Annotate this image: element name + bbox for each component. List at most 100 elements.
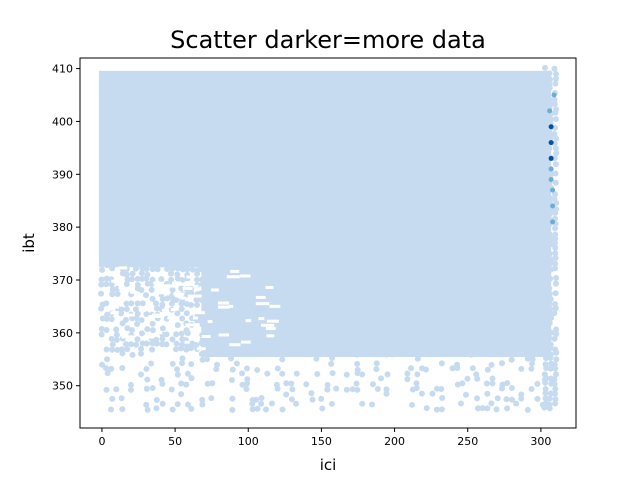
scatter-point (489, 375, 496, 382)
scatter-point (113, 331, 120, 338)
gap-mark (170, 308, 177, 312)
scatter-point (454, 365, 461, 372)
scatter-point (541, 305, 548, 312)
scatter-point (303, 381, 310, 388)
scatter-point (103, 300, 110, 307)
scatter-point (279, 356, 286, 363)
scatter-point (199, 276, 206, 283)
scatter-point (494, 395, 501, 402)
scatter-point (541, 226, 548, 233)
dense-point (548, 140, 554, 146)
scatter-point (137, 350, 144, 357)
scatter-point (138, 330, 145, 337)
scatter-point (199, 356, 206, 363)
scatter-point (404, 376, 411, 383)
scatter-point (199, 261, 206, 268)
gap-mark (255, 295, 266, 299)
scatter-point (438, 406, 445, 413)
scatter-point (552, 170, 559, 177)
gap-mark (265, 285, 274, 289)
x-axis-label: ici (320, 456, 337, 474)
scatter-point (309, 396, 316, 403)
scatter-point (249, 400, 256, 407)
scatter-point (547, 116, 554, 123)
gap-mark (240, 274, 251, 278)
scatter-point (143, 292, 150, 299)
gap-mark (266, 334, 275, 338)
scatter-point (104, 262, 111, 269)
scatter-point (144, 376, 151, 383)
scatter-point (552, 161, 559, 168)
scatter-point (149, 346, 156, 353)
scatter-point (174, 371, 181, 378)
dense-point (550, 187, 556, 193)
scatter-point (159, 380, 166, 387)
scatter-point (551, 335, 558, 342)
scatter-point (254, 366, 261, 373)
scatter-point (541, 64, 548, 71)
scatter-point (468, 351, 475, 358)
scatter-point (143, 311, 150, 318)
scatter-point (553, 199, 560, 206)
scatter-point (143, 261, 150, 268)
gap-mark (258, 317, 265, 321)
scatter-point (353, 380, 360, 387)
scatter-point (98, 276, 105, 283)
scatter-point (118, 395, 125, 402)
scatter-point (479, 405, 486, 412)
scatter-point (179, 315, 186, 322)
scatter-point (163, 260, 170, 267)
scatter-point (194, 270, 201, 277)
scatter-point (542, 341, 549, 348)
scatter-point (504, 405, 511, 412)
scatter-point (109, 341, 116, 348)
scatter-point (551, 96, 558, 103)
scatter-point (541, 404, 548, 411)
scatter-point (169, 286, 176, 293)
scatter-point (123, 306, 130, 313)
scatter-point (534, 380, 541, 387)
scatter-point (541, 330, 548, 337)
scatter-point (542, 131, 549, 138)
scatter-point (109, 291, 116, 298)
gap-mark (193, 323, 200, 327)
scatter-point (233, 360, 240, 367)
scatter-point (149, 385, 156, 392)
scatter-point (178, 360, 185, 367)
dense-point (548, 155, 554, 161)
scatter-point (149, 266, 156, 273)
scatter-point (513, 400, 520, 407)
scatter-point (541, 235, 548, 242)
scatter-point (118, 310, 125, 317)
scatter-point (188, 405, 195, 412)
scatter-point (103, 327, 110, 334)
scatter-point (132, 265, 139, 272)
scatter-point (129, 315, 136, 322)
scatter-point (542, 290, 549, 297)
scatter-point (546, 285, 553, 292)
scatter-point (518, 365, 525, 372)
scatter-point (208, 395, 215, 402)
scatter-point (552, 250, 559, 257)
scatter-point (184, 330, 191, 337)
scatter-point (543, 355, 550, 362)
scatter-point (552, 209, 559, 216)
scatter-point (329, 355, 336, 362)
scatter-point (546, 145, 553, 152)
scatter-point (314, 370, 321, 377)
scatter-point (547, 275, 554, 282)
scatter-point (228, 355, 235, 362)
scatter-point (541, 80, 548, 87)
gap-mark (109, 305, 120, 309)
scatter-point (553, 349, 560, 356)
scatter-point (374, 385, 381, 392)
gap-mark (123, 313, 135, 317)
scatter-point (541, 281, 548, 287)
scatter-point (204, 356, 211, 363)
gap-mark (185, 323, 198, 327)
scatter-point (541, 206, 548, 213)
y-tick-label: 390 (52, 168, 73, 181)
scatter-point (209, 380, 216, 387)
scatter-point (258, 395, 265, 402)
scatter-point (198, 316, 205, 323)
